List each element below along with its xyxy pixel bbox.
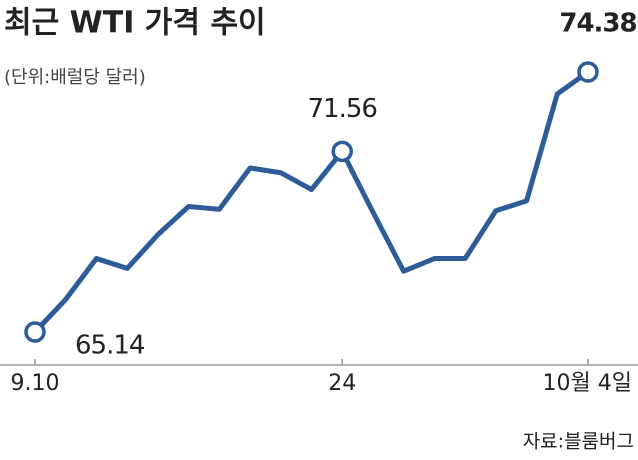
- data-label: 74.38: [559, 9, 636, 39]
- point-marker: [577, 61, 599, 83]
- chart-title: 최근 WTI 가격 추이: [4, 6, 266, 41]
- x-tick-label: 9.10: [11, 371, 60, 396]
- chart-subtitle: (단위:배럴당 달러): [4, 67, 146, 88]
- point-marker: [331, 140, 353, 163]
- x-tick-label: 24: [328, 371, 356, 396]
- point-marker: [24, 321, 46, 343]
- source: 자료:블룸버그: [523, 431, 634, 453]
- data-label: 71.56: [308, 94, 377, 124]
- line-series: [33, 69, 590, 334]
- x-tick-label: 10월 4일: [543, 371, 632, 396]
- data-label: 65.14: [75, 331, 145, 361]
